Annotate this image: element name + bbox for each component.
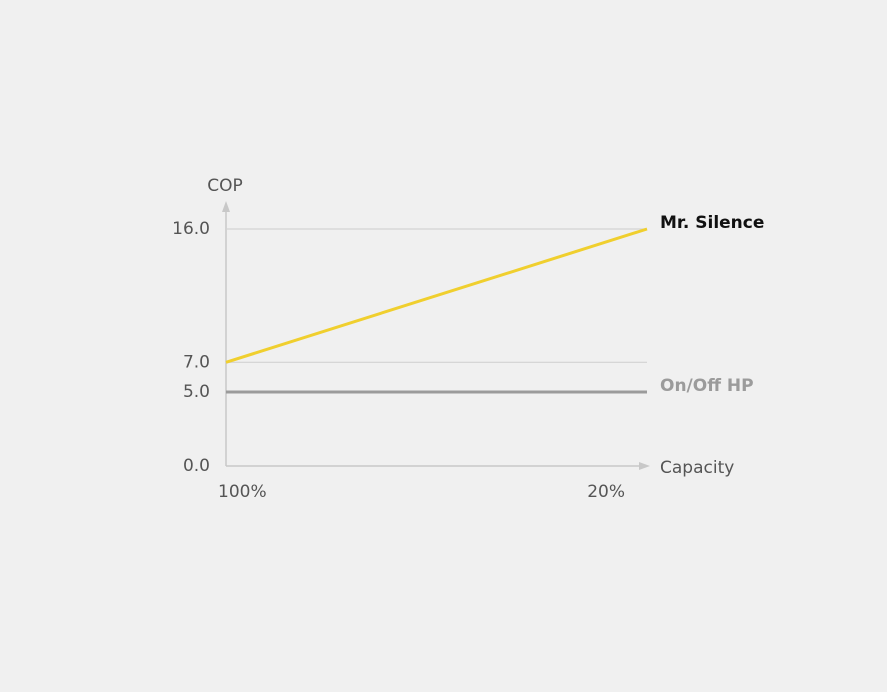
series-label: Mr. Silence — [660, 213, 764, 233]
x-tick-label: 100% — [218, 482, 267, 502]
x-axis-arrow — [639, 462, 650, 470]
y-axis-label: COP — [207, 176, 243, 196]
x-axis-label: Capacity — [660, 458, 734, 478]
y-tick-label: 7.0 — [183, 352, 210, 372]
series-line — [225, 227, 648, 364]
y-axis-arrow — [222, 201, 230, 212]
y-tick-label: 16.0 — [172, 219, 210, 239]
x-tick-label: 20% — [587, 482, 625, 502]
y-tick-label: 5.0 — [183, 382, 210, 402]
y-tick-label: 0.0 — [183, 456, 210, 476]
series-label: On/Off HP — [660, 376, 754, 396]
